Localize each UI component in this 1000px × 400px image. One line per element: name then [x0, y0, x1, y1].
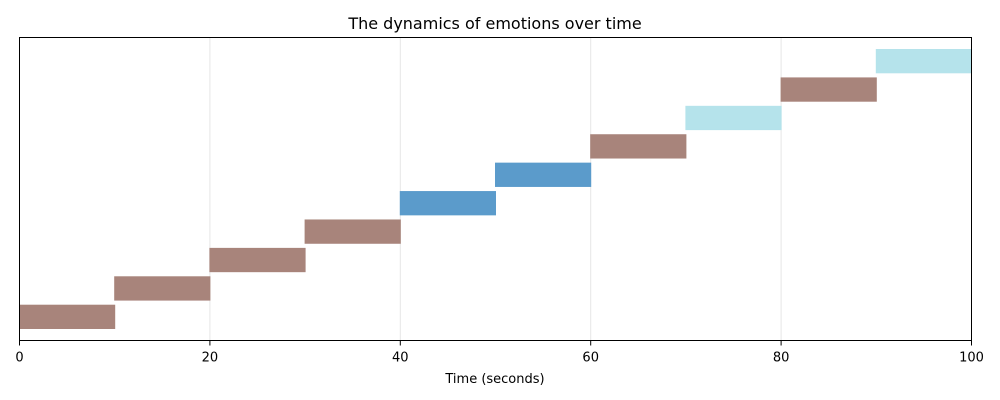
emotion-segment-bar	[685, 105, 782, 131]
x-tick-label: 100	[959, 351, 984, 366]
emotion-segment-bar	[209, 247, 306, 273]
chart-title: The dynamics of emotions over time	[347, 14, 641, 33]
emotion-segment-bar	[399, 191, 496, 216]
emotion-segment-bar	[590, 134, 687, 159]
grid-lines	[209, 37, 782, 341]
bar-segments	[19, 49, 972, 329]
x-axis-ticks: 0 20 40 60 80 100	[15, 340, 984, 366]
x-tick-label: 0	[15, 351, 23, 366]
x-tick-label: 20	[202, 351, 219, 366]
emotion-segment-bar	[875, 49, 972, 74]
emotion-segment-bar	[304, 219, 401, 244]
x-tick-label: 80	[773, 351, 790, 366]
x-tick-label: 60	[582, 351, 599, 366]
emotion-segment-bar	[114, 276, 211, 301]
emotion-segment-bar	[19, 304, 116, 329]
plot-frame	[19, 37, 972, 341]
emotion-segment-bar	[495, 162, 592, 187]
x-axis-label: Time (seconds)	[444, 372, 544, 387]
emotion-segment-bar	[780, 77, 877, 102]
x-tick-label: 40	[392, 351, 409, 366]
